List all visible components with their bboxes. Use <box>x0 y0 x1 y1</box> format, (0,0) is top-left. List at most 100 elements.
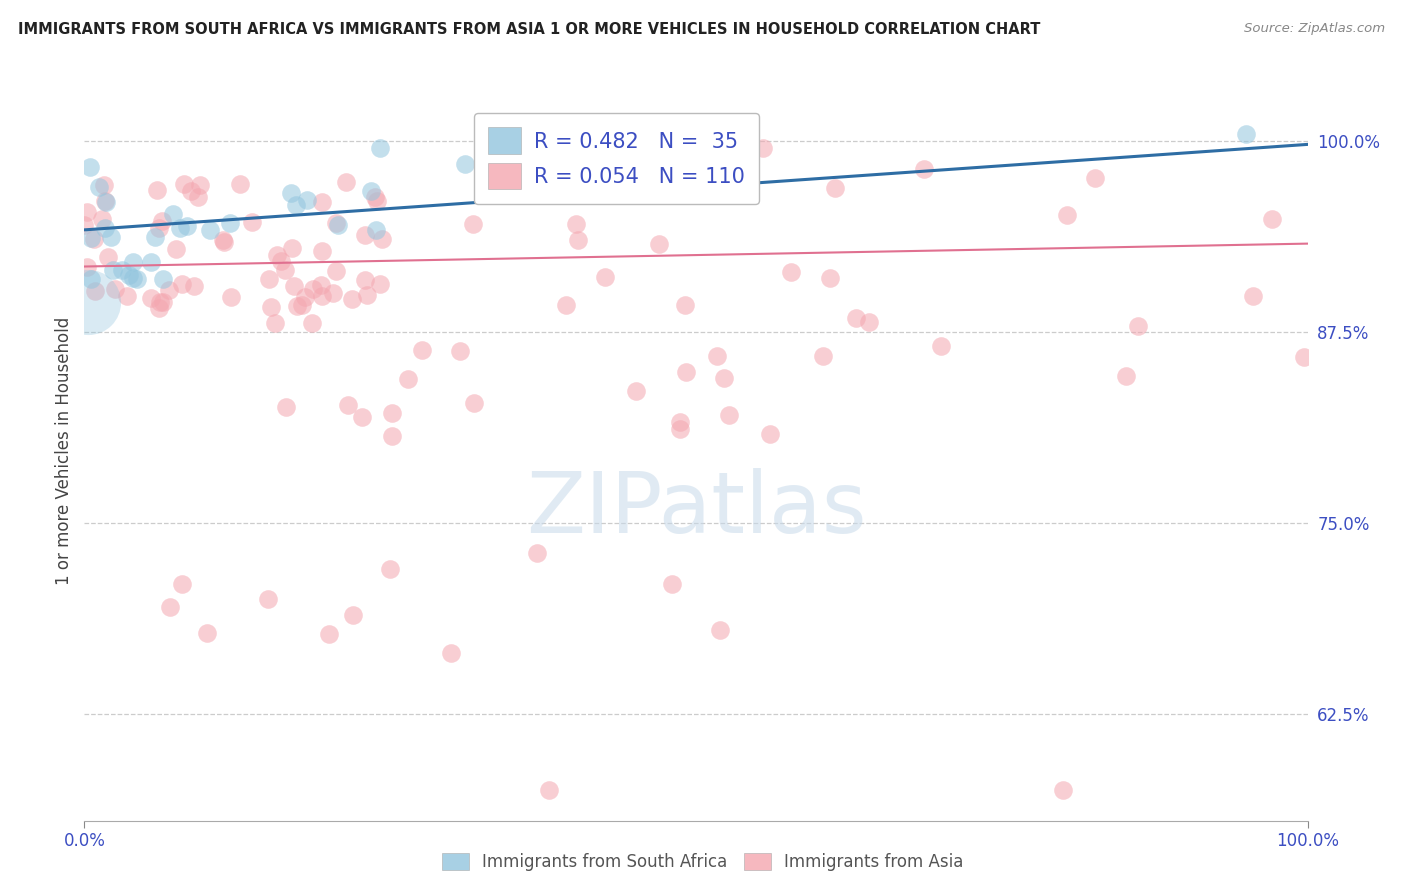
Point <box>229 177 252 191</box>
Point <box>381 429 404 443</box>
Point <box>283 279 305 293</box>
Text: IMMIGRANTS FROM SOUTH AFRICA VS IMMIGRANTS FROM ASIA 1 OR MORE VEHICLES IN HOUSE: IMMIGRANTS FROM SOUTH AFRICA VS IMMIGRAN… <box>18 22 1040 37</box>
Point <box>381 406 404 420</box>
Point <box>280 186 302 201</box>
Point <box>713 371 735 385</box>
Point <box>83 232 105 246</box>
Point <box>165 243 187 257</box>
Point <box>281 241 304 255</box>
Point <box>538 783 561 797</box>
Point <box>219 216 242 230</box>
Point <box>380 562 402 576</box>
Point <box>1052 783 1074 797</box>
Point <box>668 416 690 430</box>
Point <box>647 237 669 252</box>
Point <box>257 592 280 607</box>
Point <box>675 365 697 379</box>
Point <box>149 294 172 309</box>
Point <box>1261 211 1284 226</box>
Point <box>122 254 145 268</box>
Point <box>139 291 162 305</box>
Point <box>274 263 297 277</box>
Point <box>624 384 647 399</box>
Point <box>440 646 463 660</box>
Point <box>257 271 280 285</box>
Point <box>291 298 314 312</box>
Point <box>461 217 484 231</box>
Point <box>80 231 103 245</box>
Point <box>80 271 103 285</box>
Point <box>270 254 292 268</box>
Point <box>780 265 803 279</box>
Point <box>673 298 696 312</box>
Point <box>366 194 388 208</box>
Point <box>340 292 363 306</box>
Point <box>198 222 221 236</box>
Point <box>661 577 683 591</box>
Point <box>565 218 588 232</box>
Point <box>148 301 170 315</box>
Point <box>91 212 114 227</box>
Point <box>328 218 350 232</box>
Point <box>709 623 731 637</box>
Point <box>526 547 548 561</box>
Point <box>599 127 621 141</box>
Point <box>94 194 117 208</box>
Point <box>356 287 378 301</box>
Y-axis label: 1 or more Vehicles in Household: 1 or more Vehicles in Household <box>55 317 73 584</box>
Point <box>593 270 616 285</box>
Point <box>214 235 236 249</box>
Point <box>285 198 308 212</box>
Point <box>669 422 692 436</box>
Point <box>336 398 359 412</box>
Point <box>240 215 263 229</box>
Text: Source: ZipAtlas.com: Source: ZipAtlas.com <box>1244 22 1385 36</box>
Point <box>117 268 139 283</box>
Point <box>259 300 281 314</box>
Point <box>1056 208 1078 222</box>
Point <box>311 194 333 209</box>
Legend: R = 0.482   N =  35, R = 0.054   N = 110: R = 0.482 N = 35, R = 0.054 N = 110 <box>474 113 759 204</box>
Point <box>111 263 134 277</box>
Point <box>157 283 180 297</box>
Point <box>318 627 340 641</box>
Point <box>718 408 741 422</box>
Point <box>152 271 174 285</box>
Point <box>624 127 647 141</box>
Point <box>219 290 242 304</box>
Point <box>295 193 318 207</box>
Point <box>94 221 117 235</box>
Point <box>845 311 868 326</box>
Point <box>96 195 118 210</box>
Point <box>146 183 169 197</box>
Point <box>266 247 288 261</box>
Point <box>759 426 782 441</box>
Point <box>364 223 387 237</box>
Point <box>309 277 332 292</box>
Point <box>195 626 218 640</box>
Point <box>454 157 477 171</box>
Point <box>1236 127 1258 141</box>
Point <box>371 232 394 246</box>
Point <box>706 349 728 363</box>
Point <box>1128 319 1150 334</box>
Legend: Immigrants from South Africa, Immigrants from Asia: Immigrants from South Africa, Immigrants… <box>434 845 972 880</box>
Point <box>1115 369 1137 384</box>
Point <box>294 290 316 304</box>
Point <box>396 372 419 386</box>
Point <box>101 263 124 277</box>
Point <box>551 127 574 141</box>
Point <box>76 260 98 274</box>
Point <box>73 218 96 232</box>
Point <box>103 282 125 296</box>
Point <box>354 228 377 243</box>
Point <box>560 132 582 146</box>
Point <box>360 184 382 198</box>
Point <box>162 207 184 221</box>
Point <box>276 401 298 415</box>
Point <box>929 339 952 353</box>
Point <box>183 278 205 293</box>
Point <box>159 599 181 614</box>
Point <box>311 244 333 258</box>
Point <box>143 230 166 244</box>
